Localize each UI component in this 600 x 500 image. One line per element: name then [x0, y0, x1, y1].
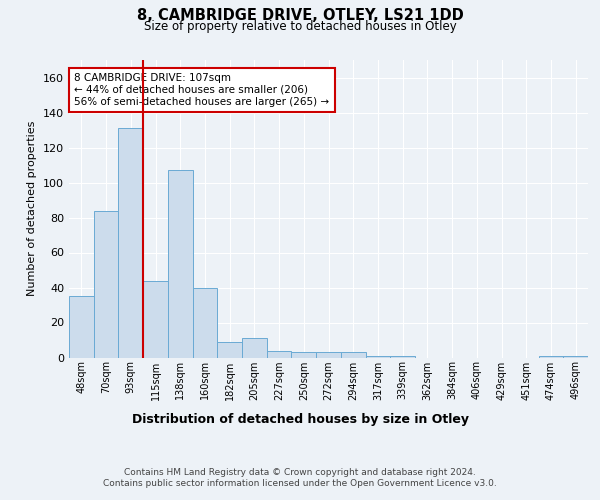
- Bar: [193, 288, 217, 358]
- Bar: [365, 356, 390, 358]
- Bar: [143, 280, 168, 357]
- Bar: [539, 356, 563, 358]
- Bar: [69, 296, 94, 358]
- Text: 8, CAMBRIDGE DRIVE, OTLEY, LS21 1DD: 8, CAMBRIDGE DRIVE, OTLEY, LS21 1DD: [137, 8, 463, 22]
- Bar: [168, 170, 193, 358]
- Bar: [563, 356, 588, 358]
- Y-axis label: Number of detached properties: Number of detached properties: [28, 121, 37, 296]
- Bar: [292, 352, 316, 358]
- Text: 8 CAMBRIDGE DRIVE: 107sqm
← 44% of detached houses are smaller (206)
56% of semi: 8 CAMBRIDGE DRIVE: 107sqm ← 44% of detac…: [74, 74, 329, 106]
- Bar: [242, 338, 267, 357]
- Bar: [316, 352, 341, 358]
- Bar: [118, 128, 143, 358]
- Text: Distribution of detached houses by size in Otley: Distribution of detached houses by size …: [131, 412, 469, 426]
- Text: Size of property relative to detached houses in Otley: Size of property relative to detached ho…: [143, 20, 457, 33]
- Bar: [217, 342, 242, 357]
- Bar: [94, 210, 118, 358]
- Text: Contains HM Land Registry data © Crown copyright and database right 2024.
Contai: Contains HM Land Registry data © Crown c…: [103, 468, 497, 487]
- Bar: [267, 350, 292, 358]
- Bar: [341, 352, 365, 358]
- Bar: [390, 356, 415, 358]
